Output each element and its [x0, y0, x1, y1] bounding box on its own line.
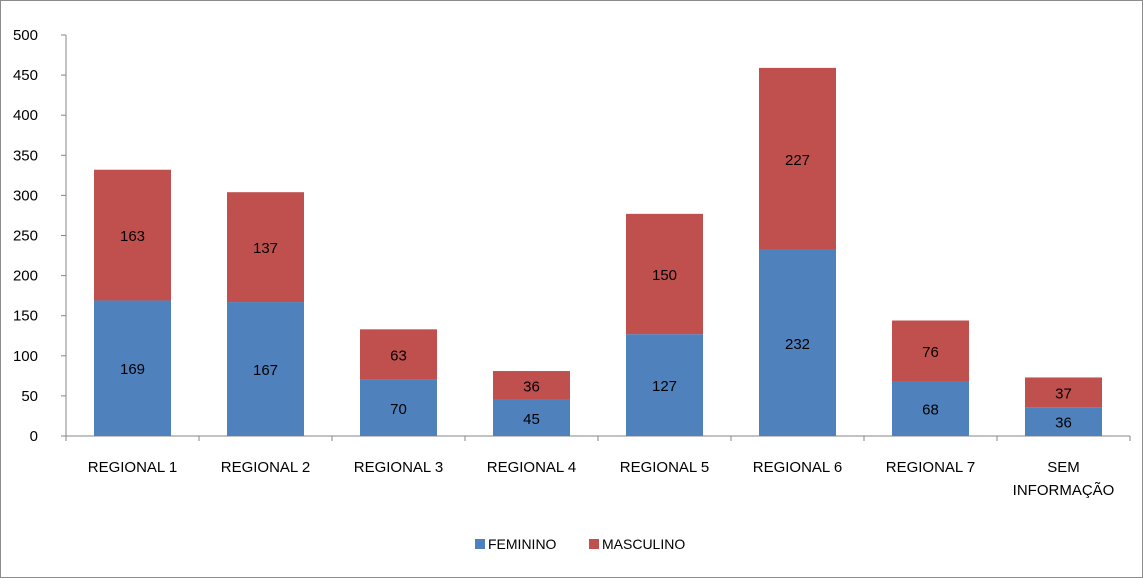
y-tick-label: 50	[21, 388, 38, 405]
data-label: 76	[922, 344, 939, 361]
x-tick-label: REGIONAL 5	[620, 459, 709, 476]
bar-feminino	[626, 334, 703, 436]
y-tick-label: 400	[13, 107, 38, 124]
x-tick-label: REGIONAL 4	[487, 459, 576, 476]
bar-feminino	[759, 249, 836, 436]
y-tick-label: 250	[13, 228, 38, 245]
legend-swatch-masculino	[589, 539, 599, 549]
bar-feminino	[892, 381, 969, 436]
bar-masculino	[227, 192, 304, 303]
bar-feminino	[493, 399, 570, 436]
bar-feminino	[227, 302, 304, 436]
bar-feminino	[94, 300, 171, 436]
data-label: 167	[253, 362, 278, 379]
y-tick-label: 150	[13, 308, 38, 325]
y-tick-label: 300	[13, 187, 38, 204]
bar-masculino	[892, 320, 969, 382]
data-label: 169	[120, 361, 145, 378]
data-label: 137	[253, 240, 278, 257]
data-label: 70	[390, 401, 407, 418]
y-tick-label: 450	[13, 67, 38, 84]
bar-masculino	[493, 371, 570, 400]
bars	[94, 67, 1102, 436]
legend-swatch-feminino	[475, 539, 485, 549]
x-tick-label: SEM INFORMAÇÃO	[1013, 459, 1115, 499]
x-tick-label: REGIONAL 3	[354, 459, 443, 476]
data-labels: 169 163 167 137 70 63 45 36 127 150 232 227 68 76 36 37	[120, 152, 1072, 432]
data-label: 127	[652, 378, 677, 395]
data-label: 68	[922, 402, 939, 419]
data-label: 227	[785, 152, 810, 169]
bar-feminino	[360, 379, 437, 436]
y-axis: 0 50 100 150 200 250 300 350 400 450 500	[13, 27, 67, 445]
y-tick-label: 200	[13, 268, 38, 285]
data-label: 36	[523, 378, 540, 395]
bar-feminino	[1025, 407, 1102, 436]
data-label: 163	[120, 228, 145, 245]
x-tick-label: REGIONAL 6	[753, 459, 842, 476]
data-label: 63	[390, 348, 407, 365]
bar-masculino	[94, 169, 171, 301]
bar-masculino	[626, 213, 703, 335]
x-tick-label: REGIONAL 2	[221, 459, 310, 476]
legend-label: MASCULINO	[602, 536, 685, 552]
bar-masculino	[360, 329, 437, 380]
y-tick-label: 0	[30, 428, 38, 445]
y-tick-label: 500	[13, 27, 38, 44]
x-tick-label: REGIONAL 7	[886, 459, 975, 476]
data-label: 45	[523, 411, 540, 428]
bar-masculino	[1025, 377, 1102, 408]
bar-masculino	[759, 67, 836, 250]
legend-label: FEMININO	[488, 536, 557, 552]
x-tick-label: REGIONAL 1	[88, 459, 177, 476]
legend: FEMININO MASCULINO	[475, 536, 685, 552]
data-label: 37	[1055, 385, 1072, 402]
x-axis: REGIONAL 1 REGIONAL 2 REGIONAL 3 REGIONAL 4…	[65, 435, 1131, 499]
y-tick-label: 100	[13, 348, 38, 365]
data-label: 150	[652, 267, 677, 284]
data-label: 36	[1055, 415, 1072, 432]
data-label: 232	[785, 336, 810, 353]
y-tick-label: 350	[13, 147, 38, 164]
